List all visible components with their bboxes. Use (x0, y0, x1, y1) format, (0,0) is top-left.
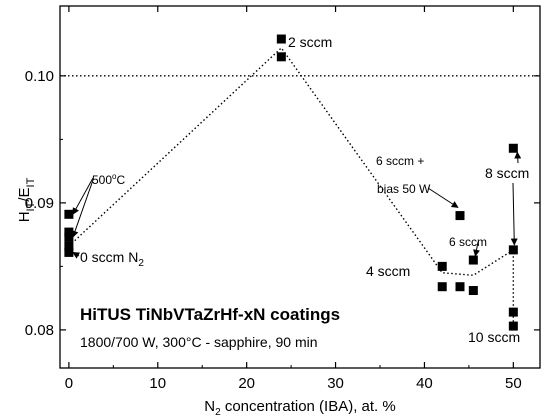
annotation-0-sccm: 0 sccm N2 (80, 249, 144, 269)
annotation-6-sccm: 6 sccm (449, 235, 487, 249)
x-tick-label-40: 40 (416, 375, 433, 392)
data-point-7 (437, 261, 447, 271)
x-axis-title: N2 concentration (IBA), at. % (204, 398, 395, 418)
annotation-6-sccm-bias-line2: bias 50 W (377, 182, 431, 196)
y-tick-label-2: 0.10 (25, 68, 54, 85)
data-point-2 (64, 232, 74, 242)
chart-title: HiTUS TiNbVTaZrHf-xN coatings (80, 305, 340, 324)
y-axis-title: HIT/EIT (16, 177, 37, 222)
x-tick-label-50: 50 (505, 375, 522, 392)
arrow-8-sccm-down (510, 182, 518, 246)
data-point-0 (64, 209, 74, 219)
annotation-4-sccm: 4 sccm (366, 263, 410, 279)
data-point-5 (276, 34, 286, 44)
data-point-8 (437, 282, 447, 292)
data-point-3 (64, 241, 74, 251)
data-point-12 (468, 286, 478, 296)
arrow-8-sccm-up (514, 151, 522, 164)
data-point-1 (64, 227, 74, 237)
x-tick-label-20: 20 (238, 375, 255, 392)
annotation-6-sccm-bias-line1: 6 sccm + (376, 154, 424, 168)
x-tick-label-30: 30 (327, 375, 344, 392)
plot-frame (59, 5, 541, 369)
data-point-11 (468, 255, 478, 265)
data-point-4 (64, 247, 74, 257)
annotation-10-sccm: 10 sccm (468, 329, 520, 345)
arrow-500c-upper (72, 177, 94, 215)
annotation-2-sccm: 2 sccm (288, 34, 332, 50)
data-point-10 (455, 282, 465, 292)
data-point-13 (508, 143, 518, 153)
y-tick-label-0: 0.08 (25, 322, 54, 339)
data-point-15 (508, 307, 518, 317)
x-tick-label-0: 0 (65, 375, 73, 392)
annotation-500c: 500oC (92, 172, 125, 187)
data-point-14 (508, 245, 518, 255)
data-point-9 (455, 211, 465, 221)
chart-subtitle: 1800/700 W, 300°C - sapphire, 90 min (80, 334, 318, 350)
y-tick-label-1: 0.09 (25, 195, 54, 212)
arrow-500c-lower (71, 179, 94, 238)
x-tick-label-10: 10 (149, 375, 166, 392)
arrow-0-sccm (72, 251, 81, 259)
data-point-16 (508, 321, 518, 331)
arrow-6-sccm-bias (427, 187, 459, 208)
data-point-6 (276, 52, 286, 62)
arrow-6-sccm (473, 241, 480, 257)
annotation-8-sccm: 8 sccm (485, 165, 529, 181)
